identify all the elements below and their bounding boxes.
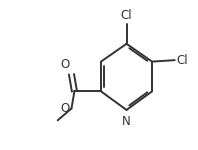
Text: Cl: Cl [121, 9, 132, 22]
Text: O: O [60, 102, 69, 115]
Text: O: O [60, 58, 69, 71]
Text: N: N [122, 115, 131, 128]
Text: Cl: Cl [177, 54, 188, 67]
